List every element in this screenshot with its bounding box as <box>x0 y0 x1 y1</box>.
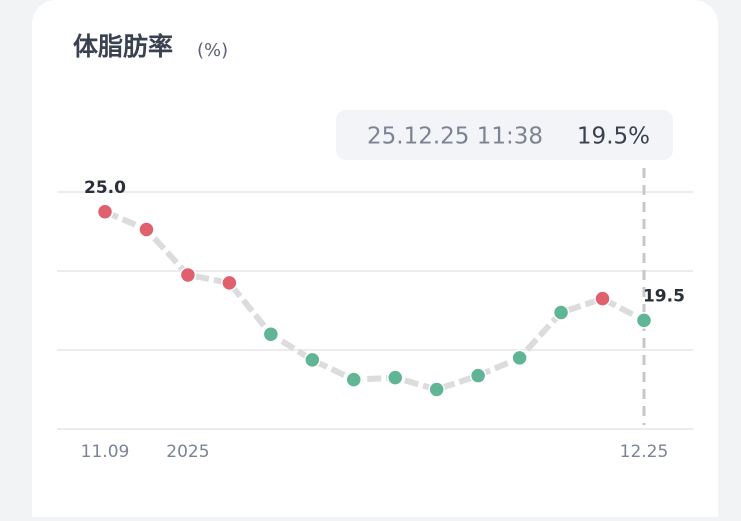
point <box>552 304 570 321</box>
point <box>304 351 321 369</box>
chart-unit: (%) <box>197 40 228 61</box>
tooltip-box <box>336 110 673 160</box>
plot: 25.0 11.09 2025 19.5 12.25 <box>81 168 685 462</box>
x-tick-label: 11.09 <box>81 442 130 462</box>
point <box>179 266 197 284</box>
point <box>511 349 528 367</box>
tooltip-value: 19.5% <box>577 124 650 150</box>
value-label: 25.0 <box>84 178 126 198</box>
chart-title: 体脂肪率 <box>73 32 173 61</box>
point <box>635 312 653 329</box>
grid <box>57 191 693 430</box>
x-tick-label: 2025 <box>166 442 209 462</box>
point <box>221 274 238 292</box>
card <box>32 0 718 521</box>
x-tick-label: 12.25 <box>620 442 669 462</box>
tooltip-time: 25.12.25 11:38 <box>367 124 543 150</box>
value-label: 19.5 <box>643 286 685 306</box>
point <box>138 221 155 238</box>
point <box>469 367 487 384</box>
point <box>262 325 280 343</box>
point <box>386 369 404 386</box>
point <box>345 371 363 388</box>
point <box>96 203 114 220</box>
point <box>428 381 445 398</box>
point <box>594 290 611 307</box>
line <box>103 208 646 393</box>
